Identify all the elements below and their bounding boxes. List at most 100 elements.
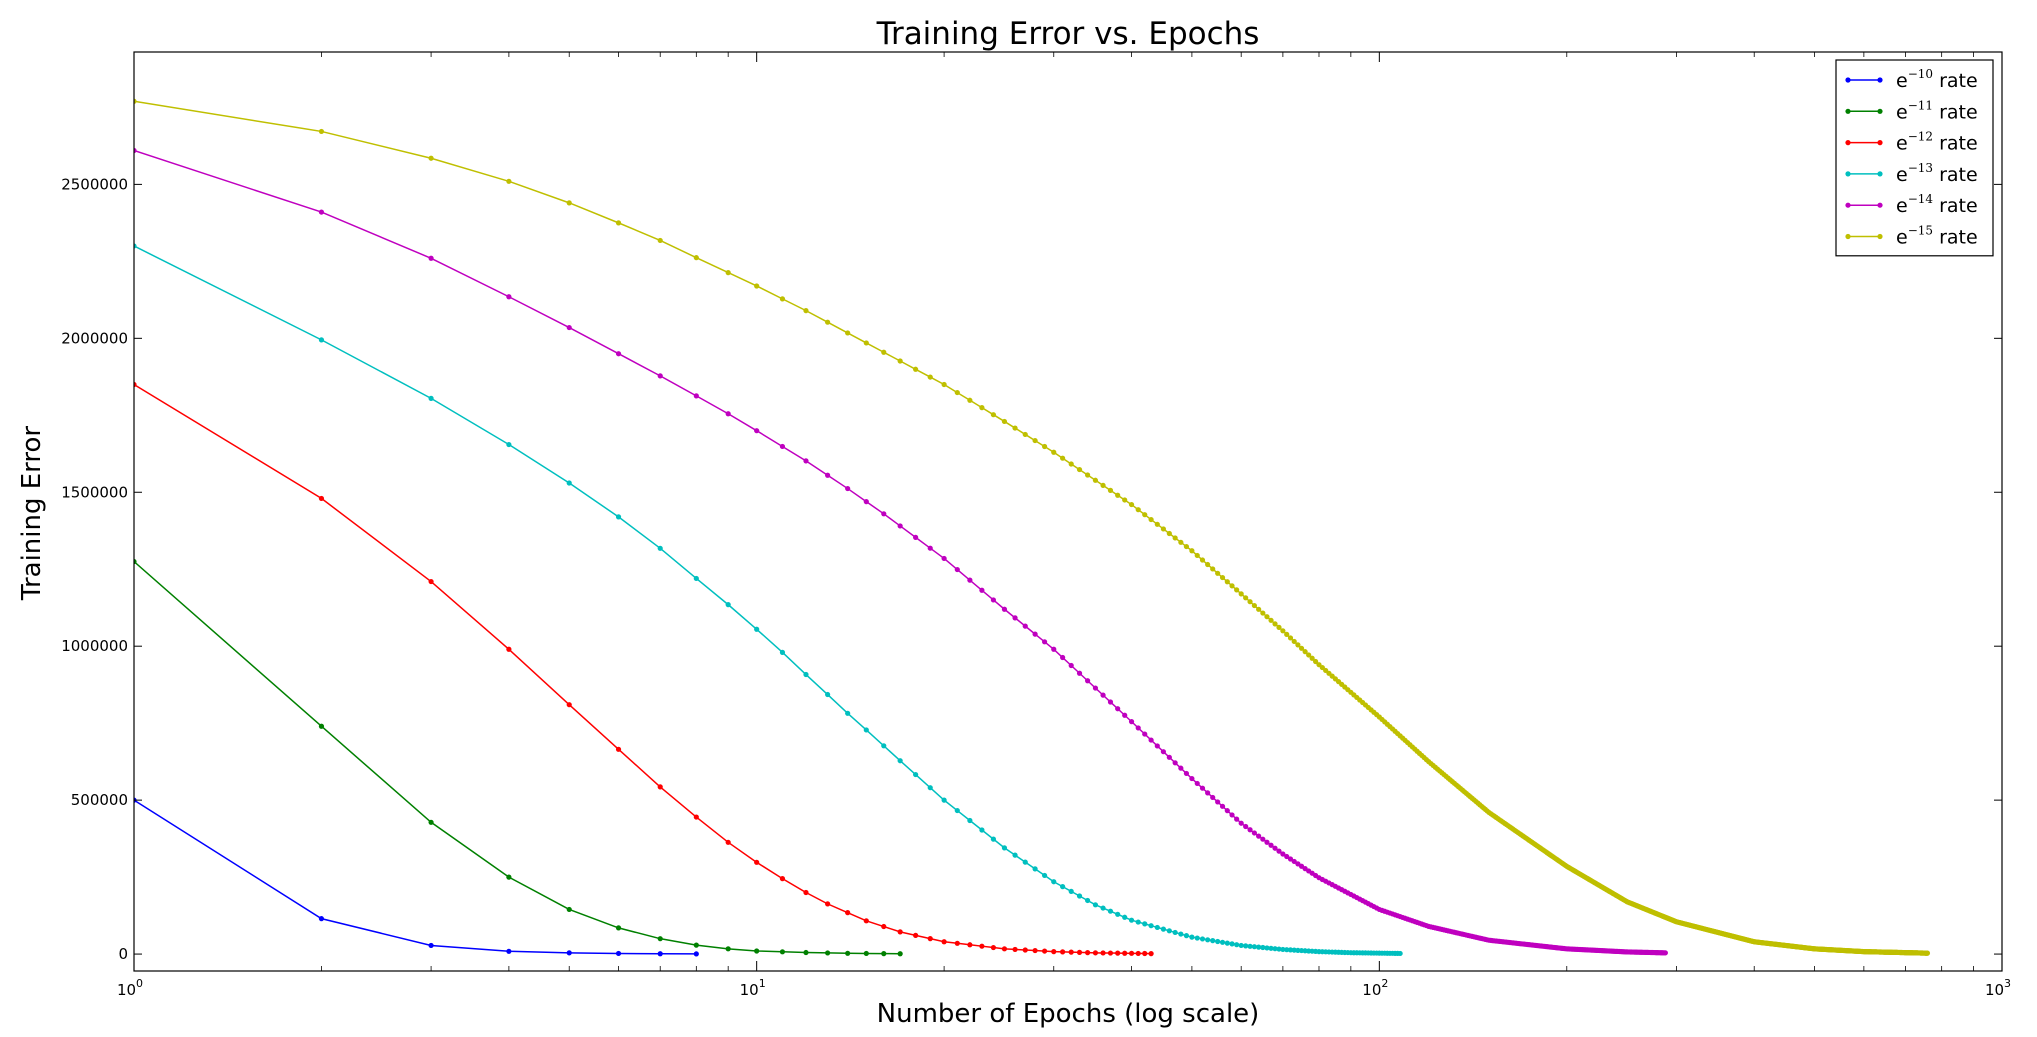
data-point	[1287, 635, 1294, 641]
data-point	[863, 499, 869, 505]
data-point	[779, 296, 786, 302]
data-point	[1160, 749, 1166, 755]
data-point	[657, 545, 663, 551]
data-point	[1219, 574, 1226, 581]
data-point	[1051, 449, 1057, 455]
data-point	[1280, 946, 1286, 953]
data-point	[134, 558, 137, 565]
legend-marker	[1845, 140, 1851, 146]
data-point	[615, 925, 622, 931]
data-point	[1107, 950, 1114, 956]
data-point	[1122, 950, 1128, 956]
data-point	[1287, 947, 1294, 953]
data-point	[967, 817, 973, 824]
data-point	[1100, 950, 1106, 956]
plot-area	[134, 98, 1931, 957]
data-point	[1051, 949, 1057, 955]
data-point	[1032, 631, 1038, 637]
data-point	[1085, 950, 1091, 956]
data-point	[954, 566, 960, 573]
data-point	[1224, 808, 1230, 814]
data-point	[1272, 845, 1278, 851]
series-2	[134, 558, 903, 957]
data-point	[754, 948, 760, 954]
legend-marker	[1845, 233, 1851, 240]
data-point	[1115, 911, 1121, 917]
data-point	[897, 758, 903, 764]
data-point	[1160, 926, 1166, 932]
data-point	[1001, 946, 1008, 952]
data-point	[1260, 610, 1266, 616]
data-point	[913, 771, 919, 778]
data-point	[506, 874, 512, 880]
data-point	[1085, 897, 1091, 904]
data-point	[725, 411, 731, 417]
legend: e−10 rate e−11 rate e−12 rate e−13 rate e−14…	[1835, 59, 1994, 257]
legend-label: e−14 rate	[1896, 192, 1978, 217]
data-point	[1041, 443, 1048, 450]
data-point	[1264, 839, 1270, 845]
data-point	[754, 428, 760, 434]
data-point	[1243, 595, 1249, 601]
data-point	[1115, 950, 1121, 956]
data-point	[566, 950, 572, 956]
data-point	[693, 814, 699, 820]
data-point	[318, 495, 325, 502]
data-point	[1060, 455, 1066, 461]
data-point	[845, 950, 851, 956]
data-point	[1060, 654, 1066, 661]
data-point	[1189, 548, 1195, 554]
y-tick-label: 1500000	[61, 483, 128, 501]
data-point	[566, 906, 572, 913]
data-point	[1001, 418, 1008, 425]
data-point	[134, 381, 137, 388]
data-point	[1284, 853, 1290, 860]
data-point	[1178, 931, 1184, 937]
data-point	[954, 940, 960, 946]
data-point	[1272, 621, 1278, 627]
data-point	[927, 374, 933, 380]
data-point	[845, 485, 851, 492]
data-point	[1291, 947, 1297, 953]
legend-marker	[1845, 108, 1851, 114]
data-point	[1128, 501, 1135, 508]
data-point	[1194, 935, 1200, 941]
data-point	[1247, 943, 1253, 949]
data-point	[803, 949, 809, 956]
data-point	[1022, 431, 1028, 438]
data-point	[1215, 799, 1221, 805]
data-point	[506, 948, 512, 954]
data-point	[881, 511, 887, 517]
legend-label: e−13 rate	[1896, 161, 1978, 186]
data-point	[1276, 946, 1282, 952]
data-point	[863, 340, 869, 346]
data-point	[825, 691, 831, 698]
data-point	[1115, 706, 1121, 712]
data-point	[1166, 928, 1172, 934]
data-point	[693, 255, 699, 261]
data-point	[1051, 646, 1057, 652]
data-point	[881, 951, 887, 957]
data-point	[1060, 949, 1066, 955]
data-point	[1068, 949, 1074, 955]
data-point	[1215, 570, 1221, 576]
legend-marker	[1877, 202, 1883, 208]
data-point	[1142, 731, 1148, 737]
legend-marker	[1877, 108, 1883, 114]
data-point	[754, 859, 760, 865]
data-point	[1142, 950, 1148, 957]
data-point	[941, 381, 947, 388]
data-point	[615, 351, 622, 357]
data-point	[927, 545, 933, 551]
legend-item: e−14 rate	[1845, 192, 1978, 217]
series-3	[134, 381, 1154, 957]
data-point	[954, 807, 960, 814]
data-point	[1316, 662, 1322, 668]
series-5	[134, 147, 1668, 956]
data-point	[1148, 737, 1154, 743]
data-point	[1280, 851, 1286, 857]
data-point	[990, 944, 997, 951]
data-point	[825, 950, 831, 956]
data-point	[657, 936, 663, 942]
legend-marker	[1877, 233, 1883, 240]
